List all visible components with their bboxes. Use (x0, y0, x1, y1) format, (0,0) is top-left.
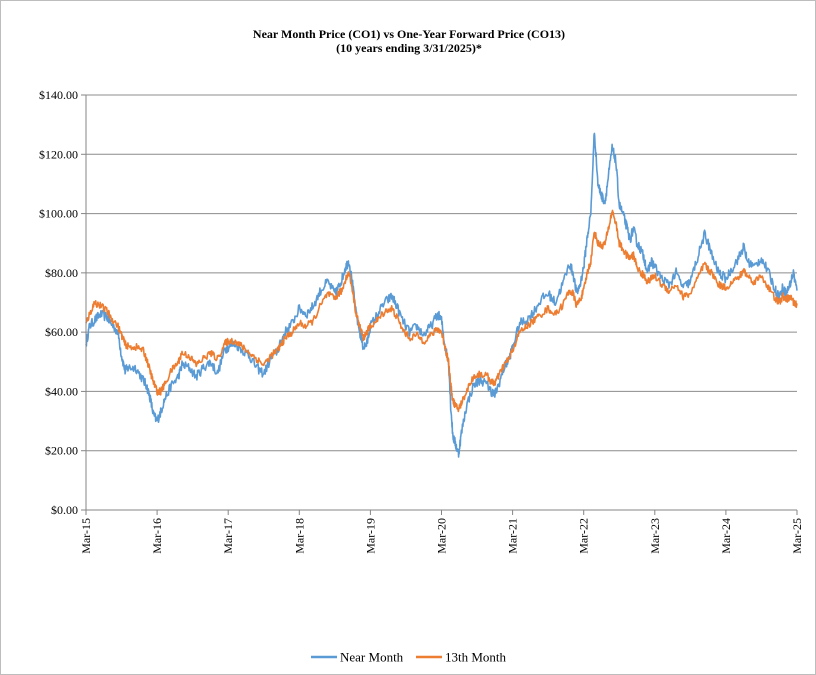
y-axis-ticks: $0.00 $20.00 $40.00 $60.00 $80.00 $100.00 $120… (39, 88, 86, 517)
y-tick-label: $20.00 (45, 444, 78, 458)
legend-label: 13th Month (445, 650, 507, 665)
x-tick-label: Mar-18 (292, 518, 306, 554)
x-tick-label: Mar-16 (150, 518, 164, 554)
chart-title: Near Month Price (CO1) vs One-Year Forwa… (253, 27, 565, 41)
x-tick-label: Mar-25 (790, 518, 804, 554)
y-tick-label: $40.00 (45, 384, 78, 398)
grid-lines (86, 94, 797, 452)
axes (85, 95, 797, 511)
chart-subtitle: (10 years ending 3/31/2025)* (336, 41, 482, 55)
x-tick-label: Mar-24 (719, 518, 733, 554)
series-lines (85, 132, 798, 458)
x-axis-ticks: Mar-15 Mar-16 Mar-17 Mar-18 Mar-19 Mar-20 Mar-… (79, 510, 804, 554)
y-tick-label: $100.00 (39, 207, 78, 221)
legend: Near Month 13th Month (311, 650, 507, 665)
x-tick-label: Mar-19 (363, 518, 377, 554)
x-tick-label: Mar-21 (506, 518, 520, 554)
y-tick-label: $60.00 (45, 325, 78, 339)
x-tick-label: Mar-22 (577, 518, 591, 554)
x-tick-label: Mar-17 (221, 518, 235, 554)
y-tick-label: $120.00 (39, 147, 78, 161)
y-tick-label: $80.00 (45, 266, 78, 280)
x-tick-label: Mar-20 (435, 518, 449, 554)
x-tick-label: Mar-23 (648, 518, 662, 554)
y-tick-label: $140.00 (39, 88, 78, 102)
x-tick-label: Mar-15 (79, 518, 93, 554)
series-line-near-month (85, 132, 798, 458)
series-line-13th-month (85, 209, 798, 413)
legend-label: Near Month (340, 650, 404, 665)
y-tick-label: $0.00 (51, 503, 78, 517)
